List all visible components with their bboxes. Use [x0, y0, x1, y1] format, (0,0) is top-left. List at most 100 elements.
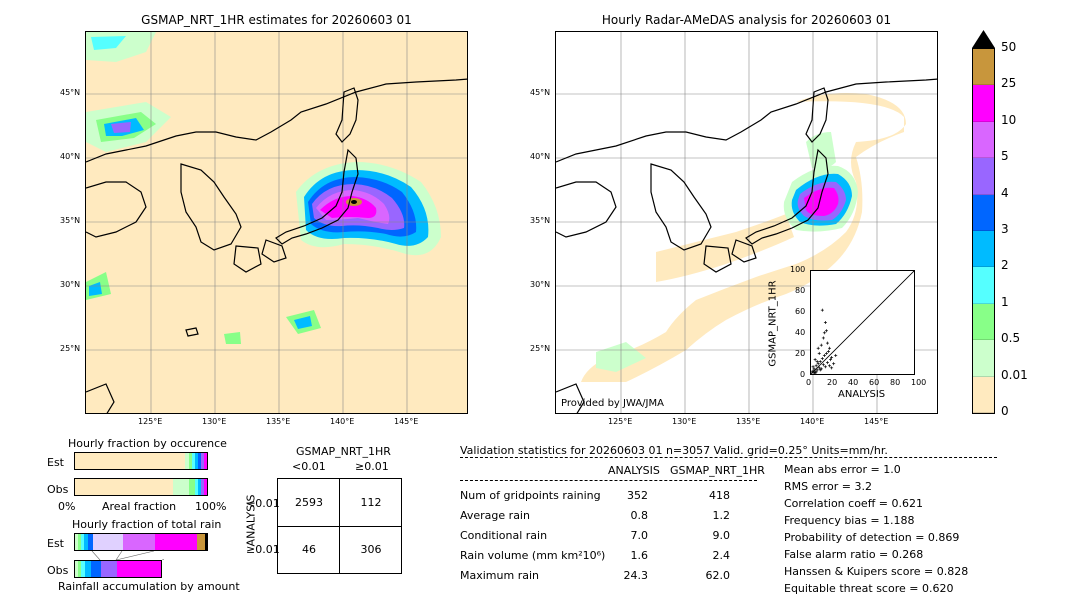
- colorbar-segment: [973, 121, 994, 159]
- row-label: Rain volume (mm km²10⁶): [460, 549, 606, 562]
- lat-label: 35°N: [530, 216, 551, 225]
- row-label: Average rain: [460, 509, 530, 522]
- scatter-point: [810, 370, 814, 374]
- total-connector-lines: [91, 551, 164, 560]
- scatter-point: [813, 371, 817, 375]
- score-line: RMS error = 3.2: [784, 480, 872, 493]
- scatter-ytick: 20: [795, 349, 806, 358]
- occurrence-axis-right: 100%: [195, 500, 227, 513]
- lon-label: 145°E: [864, 417, 889, 426]
- table-divider: [460, 480, 757, 481]
- colorbar-segment: [973, 303, 994, 341]
- lat-label: 30°N: [530, 280, 551, 289]
- scatter-ytick: 40: [795, 328, 806, 337]
- colorbar-segment: [973, 49, 994, 86]
- colorbar-segment: [973, 158, 994, 195]
- left-coastlines: [86, 78, 467, 413]
- lat-label: 25°N: [60, 344, 81, 353]
- lon-label: 135°E: [736, 417, 761, 426]
- scatter-point: [832, 362, 836, 366]
- scatter-point: [820, 308, 824, 312]
- occurrence-axis-left: 0%: [58, 500, 76, 513]
- row-gsmap: 1.2: [712, 509, 731, 522]
- row-analysis: 0.8: [630, 509, 649, 522]
- scatter-xtick: 100: [911, 378, 927, 387]
- scatter-point: [830, 356, 834, 360]
- lon-label: 125°E: [608, 417, 633, 426]
- scatter-point: [823, 321, 827, 324]
- score-line: False alarm ratio = 0.268: [784, 548, 924, 561]
- row-label: Conditional rain: [460, 529, 548, 542]
- score-line: Correlation coeff = 0.621: [784, 497, 923, 510]
- occurrence-obs-bar: [74, 478, 208, 496]
- cell-no-no: 2593: [295, 496, 323, 509]
- scatter-point: [818, 368, 822, 372]
- lon-label: 130°E: [202, 417, 227, 426]
- scatter-point: [817, 351, 821, 355]
- row-label-est: Est: [47, 456, 64, 469]
- colorbar-over-arrow: [972, 30, 995, 48]
- left-grid: [86, 32, 467, 413]
- scatter-point: [814, 364, 818, 368]
- scatter-point: [822, 353, 826, 357]
- row-gsmap: 62.0: [705, 569, 731, 582]
- colorbar-label: 0.01: [1001, 367, 1028, 382]
- left-rain-field: [86, 32, 441, 344]
- score-line: Hanssen & Kuipers score = 0.828: [784, 565, 969, 578]
- score-line: Mean abs error = 1.0: [784, 463, 901, 476]
- contingency-col-label-yes: ≥0.01: [355, 460, 389, 473]
- scatter-point: [812, 367, 816, 371]
- scatter-point: [825, 341, 829, 345]
- scatter-point: [822, 331, 826, 335]
- scatter-point: [819, 343, 823, 347]
- colorbar-segment: [973, 376, 994, 413]
- left-map-title: GSMAP_NRT_1HR estimates for 20260603 01: [141, 13, 412, 27]
- scatter-point: [825, 361, 829, 365]
- scatter-point: [824, 351, 828, 355]
- scatter-point: [818, 360, 822, 364]
- occurrence-est-bar: [74, 452, 208, 470]
- validation-header: Validation statistics for 20260603 01 n=…: [460, 444, 888, 457]
- scatter-point: [820, 357, 824, 361]
- lat-label: 35°N: [60, 216, 81, 225]
- scatter-point: [828, 346, 832, 350]
- colorbar-label: 10: [1001, 112, 1017, 127]
- contingency-row-label-no: <0.01: [246, 497, 280, 510]
- score-line: Probability of detection = 0.869: [784, 531, 960, 544]
- scatter-point: [815, 368, 819, 372]
- scatter-point: [823, 365, 827, 369]
- right-map-title: Hourly Radar-AMeDAS analysis for 2026060…: [601, 13, 892, 27]
- colorbar-label: 2: [1001, 258, 1009, 273]
- score-line: Frequency bias = 1.188: [784, 514, 915, 527]
- colorbar-segment: [973, 267, 994, 304]
- colorbar-label: 1: [1001, 294, 1009, 309]
- scatter-point: [816, 346, 820, 350]
- scatter-xtick: 0: [806, 378, 812, 387]
- total-obs-bar: [74, 560, 162, 578]
- col-analysis: ANALYSIS: [608, 464, 660, 477]
- colorbar-label: 5: [1001, 149, 1009, 164]
- scatter-ytick: 100: [790, 265, 806, 274]
- scatter-xtick: 60: [869, 378, 880, 387]
- row-gsmap: 9.0: [712, 529, 731, 542]
- validation-divider: [460, 457, 997, 458]
- contingency-title: GSMAP_NRT_1HR: [296, 445, 391, 458]
- scatter-point: [834, 353, 838, 357]
- lat-label: 45°N: [60, 88, 81, 97]
- scatter-point: [821, 363, 825, 367]
- right-coastlines: [556, 78, 937, 413]
- colorbar-label: 0.5: [1001, 331, 1021, 346]
- scatter-xtick: 20: [827, 378, 838, 387]
- row-label-obs: Obs: [47, 483, 69, 496]
- right-grid: [556, 32, 937, 413]
- total-est-bar: [74, 533, 208, 551]
- total-rain-title: Hourly fraction of total rain: [72, 518, 222, 531]
- colorbar-label: 4: [1001, 185, 1009, 200]
- colorbar-label: 0: [1001, 404, 1009, 418]
- scatter-point: [811, 365, 815, 369]
- colorbar-label: 3: [1001, 222, 1009, 236]
- row-label: Maximum rain: [460, 569, 539, 582]
- score-line: Equitable threat score = 0.620: [784, 582, 954, 595]
- scatter-canvas: [810, 270, 915, 375]
- colorbar-segment: [973, 194, 994, 231]
